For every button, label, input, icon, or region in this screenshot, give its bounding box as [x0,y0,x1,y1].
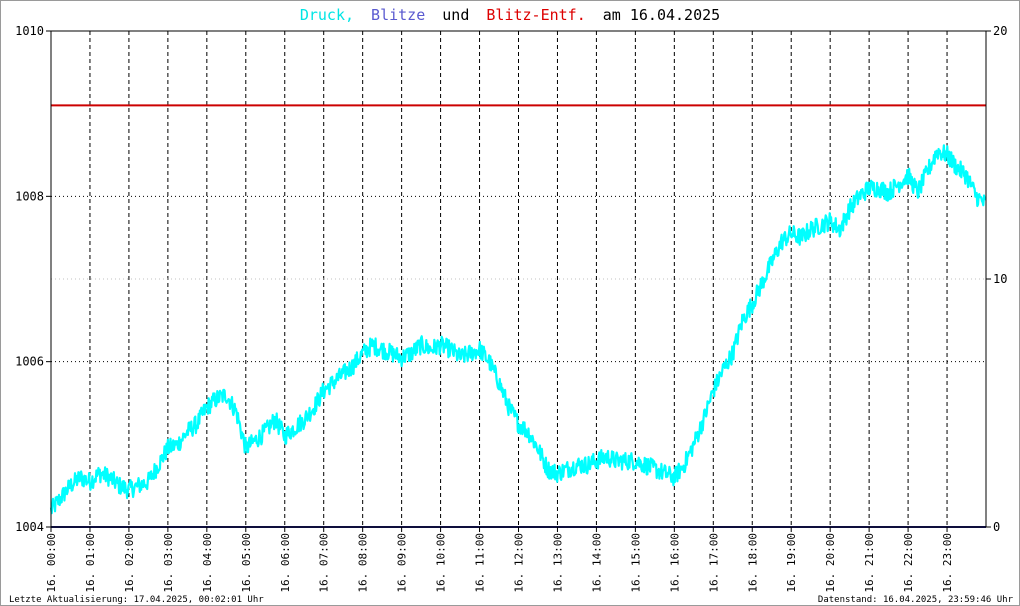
x-tick-label: 16. 11:00 [474,533,487,593]
x-tick-label: 16. 10:00 [435,533,448,593]
x-tick-label: 16. 04:00 [201,533,214,593]
x-tick-label: 16. 07:00 [318,533,331,593]
left-tick-label: 1008 [15,189,44,203]
chart-title: Druck, Blitze und Blitz-Entf. am 16.04.2… [300,6,720,24]
x-tick-label: 16. 18:00 [746,533,759,593]
left-tick-label: 1006 [15,355,44,369]
x-tick-label: 16. 02:00 [123,533,136,593]
series-layer [49,104,987,528]
x-tick-label: 16. 17:00 [707,533,720,593]
x-tick-label: 16. 01:00 [84,533,97,593]
right-axis: 0 10 20 [986,24,1007,534]
x-tick-label: 16. 08:00 [357,533,370,593]
left-tick-label: 1004 [15,520,44,534]
x-tick-label: 16. 14:00 [590,533,603,593]
footer-last-update: Letzte Aktualisierung: 17.04.2025, 00:02… [9,595,264,605]
x-tick-label: 16. 19:00 [785,533,798,593]
left-axis: 1004 1006 1008 1010 [15,24,51,534]
x-tick-label: 16. 03:00 [162,533,175,593]
x-tick-label: 16. 21:00 [863,533,876,593]
x-tick-label: 16. 16:00 [668,533,681,593]
footer-data-status: Datenstand: 16.04.2025, 23:59:46 Uhr [818,595,1014,605]
x-tick-label: 16. 06:00 [279,533,292,593]
title-part-und: und [442,6,469,24]
title-part-druck: Druck, [300,6,354,24]
right-tick-label: 0 [993,520,1000,534]
x-axis: 16. 00:00 16. 01:00 16. 02:00 16. 03:00 16. … [45,527,954,593]
right-tick-label: 20 [993,24,1007,38]
x-tick-label: 16. 15:00 [629,533,642,593]
x-tick-label: 16. 05:00 [240,533,253,593]
x-tick-label: 16. 12:00 [513,533,526,593]
left-tick-label: 1010 [15,24,44,38]
title-part-blitze: Blitze [371,6,425,24]
x-tick-label: 16. 23:00 [941,533,954,593]
right-tick-label: 10 [993,272,1007,286]
series-druck-line [49,144,987,515]
x-tick-label: 16. 20:00 [824,533,837,593]
x-tick-label: 16. 09:00 [396,533,409,593]
title-part-date: am 16.04.2025 [603,6,720,24]
x-tick-label: 16. 13:00 [551,533,564,593]
x-tick-label: 16. 00:00 [45,533,58,593]
grid [51,31,986,527]
x-tick-label: 16. 22:00 [902,533,915,593]
title-part-blitz-entf: Blitz-Entf. [486,6,585,24]
